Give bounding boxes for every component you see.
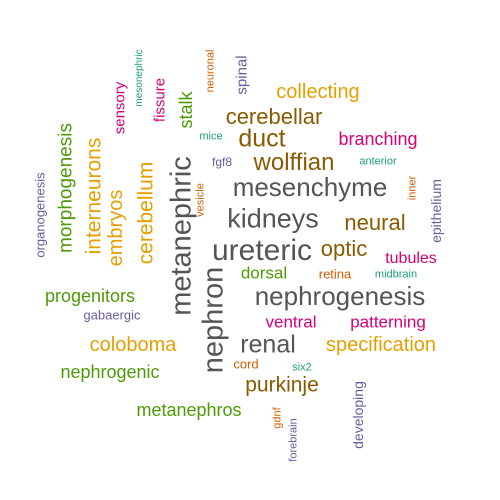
word-organogenesis: organogenesis (32, 172, 48, 258)
word-neuronal: neuronal (204, 49, 217, 93)
word-developing: developing (350, 381, 366, 449)
word-ventral: ventral (265, 312, 317, 332)
word-tubules: tubules (385, 250, 437, 267)
word-nephron: nephron (197, 266, 230, 374)
word-optic: optic (320, 236, 368, 261)
word-patterning: patterning (350, 312, 426, 332)
word-nephrogenic: nephrogenic (60, 362, 160, 382)
word-renal: renal (240, 330, 296, 359)
word-sensory: sensory (111, 81, 129, 135)
word-kidneys: kidneys (227, 203, 319, 234)
word-mesenchyme: mesenchyme (232, 172, 388, 202)
word-specification: specification (325, 334, 437, 356)
word-embryos: embryos (105, 189, 127, 267)
word-coloboma: coloboma (89, 334, 177, 356)
word-dorsal: dorsal (240, 263, 288, 283)
word-midbrain: midbrain (374, 268, 418, 281)
word-retina: retina (318, 266, 352, 282)
word-morphogenesis: morphogenesis (55, 123, 77, 253)
word-fissure: fissure (151, 77, 169, 123)
word-vesicle: vesicle (194, 183, 207, 217)
word-inner: inner (406, 175, 419, 201)
word-ureteric: ureteric (211, 234, 313, 267)
word-gdnf: gdnf (271, 407, 284, 429)
word-progenitors: progenitors (44, 286, 136, 306)
word-duct: duct (238, 124, 286, 153)
word-gabaergic: gabaergic (83, 307, 141, 323)
word-interneurons: interneurons (82, 137, 106, 255)
word-wolffian: wolffian (253, 149, 335, 176)
word-mice: mice (199, 130, 223, 143)
word-epithelium: epithelium (428, 179, 444, 243)
word-spinal: spinal (233, 55, 251, 95)
word-fgf8: fgf8 (211, 155, 233, 169)
word-cord: cord (233, 356, 259, 372)
word-nephrogenesis: nephrogenesis (254, 281, 426, 311)
word-metanephros: metanephros (136, 400, 242, 420)
word-forebrain: forebrain (287, 418, 300, 462)
word-neural: neural (344, 210, 406, 235)
word-cerebellum: cerebellum (134, 161, 158, 265)
word-stalk: stalk (176, 91, 196, 129)
word-anterior: anterior (359, 155, 397, 168)
word-six2: six2 (292, 361, 312, 374)
word-mesonephric: mesonephric (134, 49, 145, 107)
word-branching: branching (338, 129, 418, 149)
word-collecting: collecting (276, 81, 360, 103)
word-purkinje: purkinje (245, 373, 319, 397)
word-metanephric: metanephric (165, 156, 198, 316)
word-cerebellar: cerebellar (225, 104, 323, 129)
